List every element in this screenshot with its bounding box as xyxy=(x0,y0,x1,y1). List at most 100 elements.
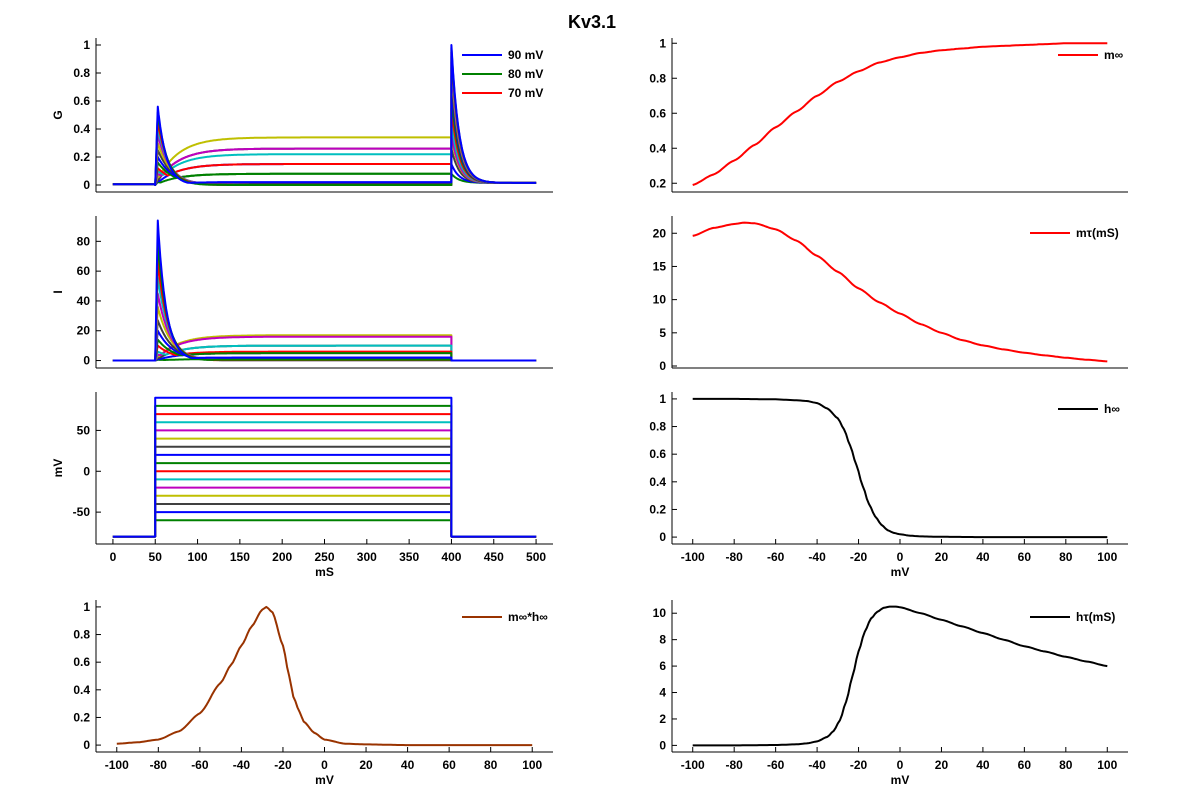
voltage-trace xyxy=(112,462,537,538)
y-tick-label: 10 xyxy=(653,293,667,307)
x-tick-label: 40 xyxy=(401,758,415,772)
x-tick-label: 80 xyxy=(1059,758,1073,772)
y-tick-label: 10 xyxy=(653,606,667,620)
voltage-trace xyxy=(112,445,537,538)
x-tick-label: 60 xyxy=(1018,550,1032,564)
y-tick-label: 0 xyxy=(83,354,90,368)
x-tick-label: 60 xyxy=(442,758,456,772)
current-trace xyxy=(112,83,537,186)
x-tick-label: 20 xyxy=(935,758,949,772)
y-tick-label: 0.4 xyxy=(73,683,90,697)
y-axis-label: I xyxy=(51,290,65,293)
series-line-h-inf xyxy=(692,397,1108,539)
x-tick-label: 0 xyxy=(897,758,904,772)
x-tick-label: -60 xyxy=(767,550,785,564)
x-tick-label: -40 xyxy=(233,758,251,772)
x-tick-label: 100 xyxy=(1097,550,1117,564)
x-tick-label: -40 xyxy=(808,758,826,772)
y-tick-label: 4 xyxy=(659,686,666,700)
panel-current: 0 20 40 60 80 I xyxy=(51,216,553,369)
y-tick-label: 60 xyxy=(77,264,91,278)
y-tick-label: 0.2 xyxy=(73,710,90,724)
y-tick-label: 40 xyxy=(77,294,91,308)
y-tick-label: 80 xyxy=(77,234,91,248)
x-tick-label: 300 xyxy=(357,550,377,564)
y-tick-label: 0.2 xyxy=(73,150,90,164)
panel-conductance: 0 0.2 0.4 0.6 0.8 1 G 90 mV 80 mV 70 mV xyxy=(51,38,553,193)
x-tick-label: 60 xyxy=(1018,758,1032,772)
x-tick-label: 400 xyxy=(441,550,461,564)
voltage-trace xyxy=(112,511,537,538)
y-tick-label: 1 xyxy=(83,38,90,52)
x-tick-label: -100 xyxy=(681,758,705,772)
current-trace xyxy=(112,66,537,186)
x-axis-label: mV xyxy=(315,773,334,787)
legend-label: 70 mV xyxy=(508,86,543,100)
current-trace xyxy=(112,335,537,362)
y-tick-label: -50 xyxy=(73,505,91,519)
y-tick-label: 0.6 xyxy=(649,447,666,461)
x-tick-label: -80 xyxy=(726,550,744,564)
y-tick-label: 0.8 xyxy=(73,628,90,642)
panel-m-inf: 0.2 0.4 0.6 0.8 1 m∞ xyxy=(649,36,1128,193)
x-tick-label: -20 xyxy=(274,758,292,772)
y-tick-label: 0 xyxy=(83,178,90,192)
y-axis-label: mV xyxy=(51,459,65,478)
panel-m-tau: 0 5 10 15 20 mτ(mS) xyxy=(653,216,1128,373)
x-tick-label: 20 xyxy=(359,758,373,772)
current-trace xyxy=(112,338,537,362)
current-trace xyxy=(112,240,537,362)
current-trace xyxy=(112,344,537,362)
voltage-trace xyxy=(112,413,537,538)
y-tick-label: 50 xyxy=(77,423,91,437)
y-tick-label: 5 xyxy=(659,326,666,340)
y-tick-label: 0.6 xyxy=(649,106,666,120)
legend-label: m∞ xyxy=(1104,48,1123,62)
y-tick-label: 20 xyxy=(77,324,91,338)
x-tick-label: 100 xyxy=(1097,758,1117,772)
x-tick-label: -20 xyxy=(850,550,868,564)
x-tick-label: -80 xyxy=(726,758,744,772)
y-tick-label: 2 xyxy=(659,712,666,726)
voltage-trace xyxy=(112,494,537,538)
current-trace xyxy=(112,44,537,186)
x-tick-label: -100 xyxy=(105,758,129,772)
legend-label: m∞*h∞ xyxy=(508,610,548,624)
y-tick-label: 20 xyxy=(653,226,667,240)
y-axis-label: G xyxy=(51,110,65,119)
x-tick-label: 500 xyxy=(526,550,546,564)
series-line-m-inf-h-inf xyxy=(116,605,533,747)
y-tick-label: 0 xyxy=(659,738,666,752)
x-tick-label: -20 xyxy=(850,758,868,772)
x-axis-label: mV xyxy=(891,773,910,787)
x-tick-label: 40 xyxy=(976,758,990,772)
y-tick-label: 1 xyxy=(83,600,90,614)
y-tick-label: 0.4 xyxy=(649,475,666,489)
x-tick-label: -80 xyxy=(150,758,168,772)
x-tick-label: 0 xyxy=(110,550,117,564)
y-tick-label: 0.8 xyxy=(649,420,666,434)
panel-h-tau: 0 2 4 6 8 10 -100 -80 -60 -40 -20 0 20 40 60 80 100 mV hτ(… xyxy=(653,600,1128,787)
current-trace xyxy=(112,219,537,362)
x-axis-label: mV xyxy=(891,565,910,579)
voltage-trace xyxy=(112,396,537,538)
x-tick-label: 200 xyxy=(272,550,292,564)
figure-title: Kv3.1 xyxy=(568,12,616,32)
x-tick-label: 350 xyxy=(399,550,419,564)
legend-label: hτ(mS) xyxy=(1076,610,1115,624)
y-tick-label: 0 xyxy=(83,738,90,752)
current-trace xyxy=(112,344,537,362)
y-tick-label: 15 xyxy=(653,259,667,273)
y-tick-label: 0.2 xyxy=(649,502,666,516)
current-trace xyxy=(112,334,537,362)
y-tick-label: 0.6 xyxy=(73,94,90,108)
x-tick-label: -100 xyxy=(681,550,705,564)
x-tick-label: 80 xyxy=(1059,550,1073,564)
y-tick-label: 6 xyxy=(659,659,666,673)
y-tick-label: 0 xyxy=(659,530,666,544)
x-tick-label: 80 xyxy=(484,758,498,772)
x-axis-label: mS xyxy=(315,565,334,579)
x-tick-label: 250 xyxy=(314,550,334,564)
x-tick-label: 20 xyxy=(935,550,949,564)
